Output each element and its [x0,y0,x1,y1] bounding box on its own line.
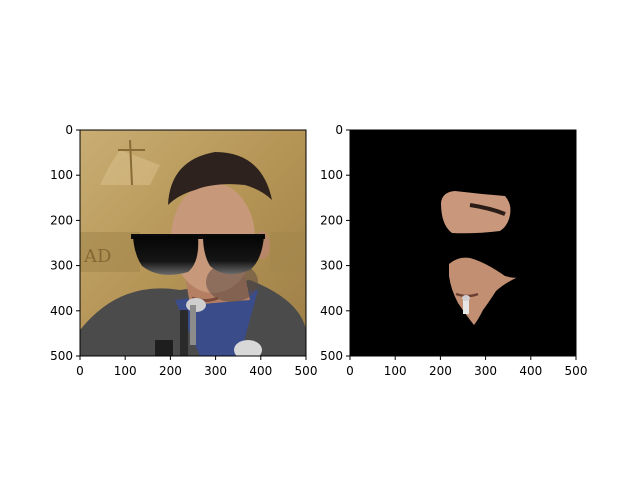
right-y-tick-label: 300 [320,259,343,273]
left-y-tick-label: 200 [50,213,73,227]
left-x-tick-label: 500 [295,364,318,378]
left-y-tick-label: 300 [50,259,73,273]
right-y-tick-label: 100 [320,168,343,182]
right-y-tick-label: 200 [320,213,343,227]
right-x-tick-label: 100 [384,364,407,378]
photo-face-with-sunglasses-icon: AD [80,130,306,356]
right-x-tick-label: 400 [519,364,542,378]
left-y-tick-label: 100 [50,168,73,182]
left-x-tick-label: 0 [76,364,84,378]
left-x-tick-label: 400 [249,364,272,378]
right-x-tick-label: 0 [346,364,354,378]
right-y-tick-label: 500 [320,349,343,363]
svg-text:AD: AD [83,246,111,267]
left-image-panel: AD 0 100 200 3 [50,123,317,378]
left-x-tick-label: 200 [159,364,182,378]
right-y-tick-label: 0 [335,123,343,137]
left-y-tick-label: 400 [50,304,73,318]
right-y-tick-label: 400 [320,304,343,318]
left-x-tick-label: 100 [114,364,137,378]
left-y-tick-label: 500 [50,349,73,363]
left-y-tick-label: 0 [65,123,73,137]
right-x-tick-label: 300 [474,364,497,378]
right-axes-frame [349,129,577,357]
masked-face-skin-region-icon [350,130,576,356]
left-x-tick-label: 300 [204,364,227,378]
right-x-tick-label: 500 [565,364,588,378]
right-x-tick-label: 200 [429,364,452,378]
left-axes-frame [79,129,307,357]
